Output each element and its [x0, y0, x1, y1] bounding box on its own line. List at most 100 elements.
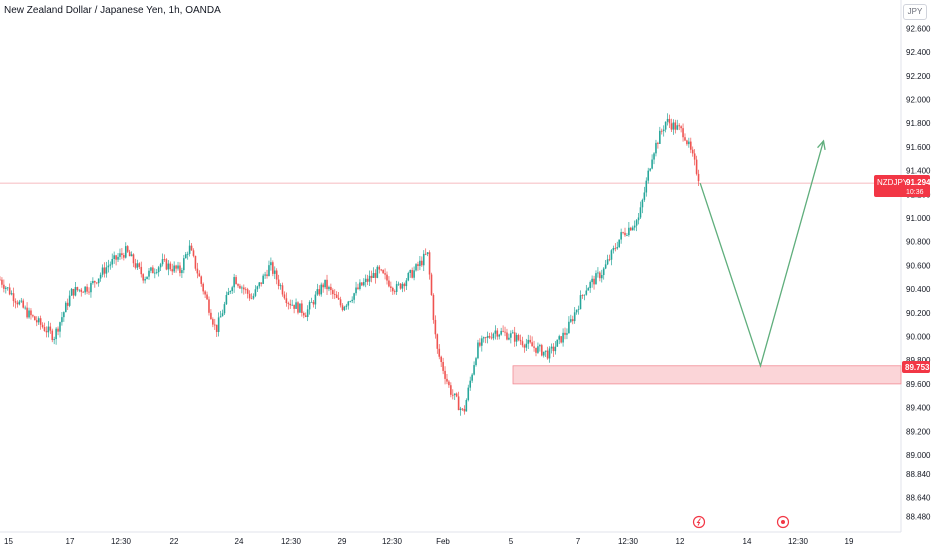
candle-body [494, 330, 497, 334]
candle-body [252, 295, 255, 299]
candle-body [163, 259, 166, 260]
candle-body [482, 337, 485, 339]
candle-body [595, 273, 597, 285]
candle-body [686, 140, 688, 145]
candle-body [297, 302, 299, 313]
level-tag-bg [902, 361, 930, 373]
candle-body [465, 399, 468, 412]
candle-body [697, 173, 700, 182]
candle-body [616, 247, 619, 249]
candle-body [351, 299, 353, 302]
candle-body [233, 277, 235, 288]
candle-body [459, 408, 462, 411]
support-zone [512, 365, 902, 385]
candle-body [295, 302, 297, 309]
candle-body [504, 331, 506, 333]
candle-body [426, 252, 429, 255]
candle-body [136, 263, 139, 268]
currency-badge[interactable]: JPY [903, 4, 927, 20]
candle-body [39, 318, 42, 325]
candle-body [548, 348, 551, 359]
candle-body [635, 220, 638, 226]
candle-body [64, 302, 67, 313]
candle-body [653, 153, 655, 160]
candle-body [473, 365, 475, 375]
candle-body [388, 280, 390, 287]
last-price-tag-bg [874, 175, 930, 197]
y-tick-label: 89.400 [906, 404, 931, 413]
candle-body [649, 168, 651, 171]
candle-body [337, 297, 340, 300]
candle-body [6, 287, 9, 289]
x-tick-label: 17 [66, 537, 75, 546]
candle-body [264, 274, 266, 276]
price-axis[interactable]: 92.600 92.400 92.200 92.000 91.800 91.600 91.4… [906, 24, 931, 521]
candle-body [206, 294, 208, 300]
candle-body [32, 315, 34, 317]
x-tick-label: 29 [338, 537, 347, 546]
candle-body [192, 250, 195, 256]
candle-body [353, 293, 355, 300]
flash-event-icon[interactable] [692, 515, 706, 529]
candle-body [599, 272, 601, 279]
candle-body [109, 264, 112, 266]
x-tick-label: 12:30 [382, 537, 403, 546]
candle-body [500, 330, 502, 335]
candle-body [16, 302, 19, 305]
candle-body [347, 301, 350, 306]
candle-body [179, 265, 181, 274]
candle-body [364, 278, 367, 283]
candle-body [676, 125, 679, 130]
candle-body [74, 287, 77, 296]
candle-body [544, 350, 547, 352]
economic-event-icon[interactable] [776, 515, 790, 529]
candle-body [169, 263, 172, 270]
candle-body [531, 342, 533, 347]
candle-body [243, 287, 245, 290]
candle-body [266, 274, 268, 277]
candle-body [320, 284, 323, 295]
candle-body [417, 264, 419, 267]
candle-body [217, 317, 220, 332]
candle-body [57, 328, 59, 332]
candle-body [260, 282, 263, 284]
candle-body [496, 330, 499, 337]
candle-body [407, 272, 410, 281]
x-tick-label: 12:30 [788, 537, 809, 546]
x-tick-label: 12:30 [618, 537, 639, 546]
candle-body [442, 362, 444, 371]
support-zone-layer [512, 365, 902, 385]
candle-body [223, 304, 226, 314]
candle-body [469, 380, 472, 388]
candle-body [105, 267, 108, 274]
candle-body [511, 332, 514, 334]
candle-body [165, 259, 168, 270]
time-axis[interactable]: 15 17 12:30 22 24 12:30 29 12:30 Feb 5 7 12:30 12 14 1… [4, 537, 854, 546]
candle-body [341, 305, 344, 311]
candle-body [457, 396, 460, 411]
candle-body [49, 326, 52, 331]
candle-body [403, 283, 406, 287]
candle-body [446, 378, 448, 382]
candle-body [397, 283, 400, 285]
x-tick-label: 24 [235, 537, 244, 546]
candle-body [537, 346, 539, 353]
candle-body [618, 239, 620, 248]
candle-body [237, 284, 239, 286]
candle-body [80, 289, 83, 292]
candle-body [604, 264, 607, 269]
candle-body [312, 301, 315, 305]
candle-body [111, 258, 114, 265]
candle-body [506, 332, 508, 340]
candle-body [198, 273, 201, 277]
candle-body [272, 262, 274, 274]
candle-body [672, 122, 675, 130]
candle-body [678, 125, 680, 127]
candle-body [183, 258, 185, 271]
candle-body [372, 273, 375, 278]
candle-body [202, 283, 204, 292]
candle-body [535, 347, 537, 353]
candle-body [333, 294, 336, 295]
candle-body [691, 149, 694, 154]
